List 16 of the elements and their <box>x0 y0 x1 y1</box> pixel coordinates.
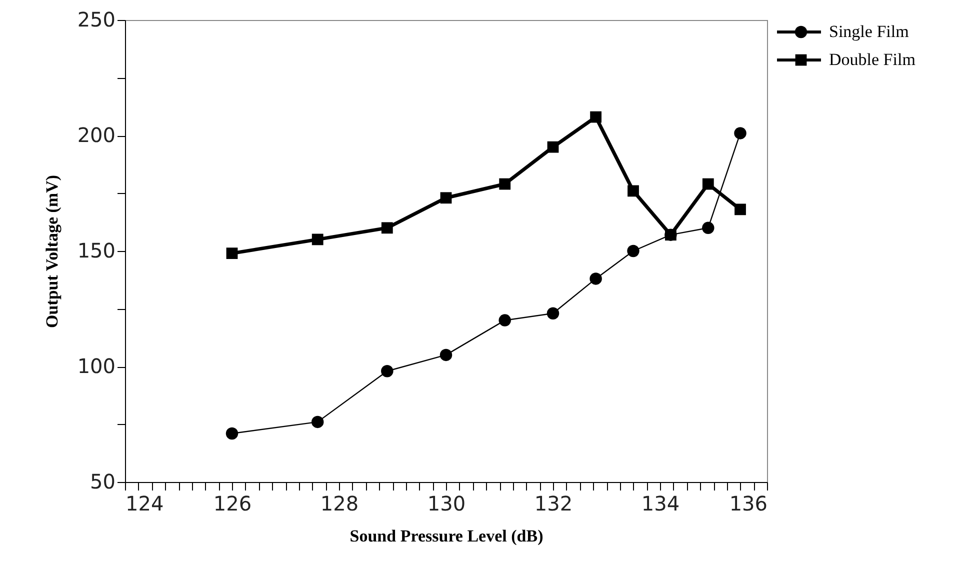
y-tick-label: 100 <box>77 354 116 378</box>
x-axis-title: Sound Pressure Level (dB) <box>350 526 544 546</box>
y-axis-title: Output Voltage (mV) <box>42 174 62 328</box>
x-tick-label: 136 <box>729 492 768 516</box>
x-tick-label: 132 <box>534 492 573 516</box>
y-tick-label: 200 <box>77 123 116 147</box>
x-tick-label: 124 <box>126 492 164 516</box>
y-tick-label: 50 <box>90 470 116 494</box>
y-tick-label: 250 <box>77 8 116 32</box>
x-tick-label: 128 <box>320 492 359 516</box>
legend-label: Single Film <box>829 22 909 41</box>
x-tick-label: 130 <box>427 492 466 516</box>
x-tick-label: 126 <box>213 492 252 516</box>
y-tick-label: 150 <box>77 238 116 262</box>
x-tick-label: 134 <box>641 492 680 516</box>
legend-label: Double Film <box>829 50 916 69</box>
